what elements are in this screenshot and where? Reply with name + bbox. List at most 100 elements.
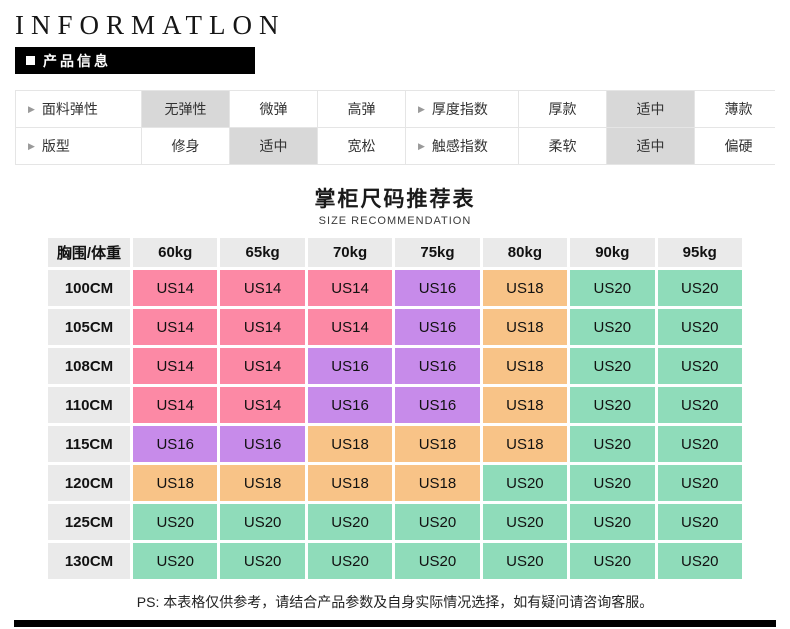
size-table-row: 120CM US18 US18 US18 US18 US20 US20 US20 [48, 465, 742, 501]
size-table-header-row: 胸围/体重 60kg 65kg 70kg 75kg 80kg 90kg 95kg [48, 238, 742, 267]
size-value-cell: US18 [482, 348, 568, 384]
size-value-cell: US20 [133, 504, 218, 540]
size-table-row: 130CM US20 US20 US20 US20 US20 US20 US20 [48, 543, 742, 579]
size-value-cell: US18 [482, 387, 568, 423]
attribute-name-label: 面料弹性 [41, 101, 98, 117]
section-badge-label: 产品信息 [43, 52, 111, 69]
size-value-cell: US18 [220, 465, 305, 501]
attribute-option-selected: 无弹性 [142, 91, 229, 127]
size-value-cell: US14 [220, 387, 305, 423]
corner-header-cell: 胸围/体重 [48, 238, 130, 267]
attribute-option-selected: 适中 [230, 128, 317, 164]
weight-header-cell: 65kg [220, 238, 305, 267]
size-value-cell: US16 [395, 309, 480, 345]
size-value-cell: US20 [657, 504, 742, 540]
attribute-option: 修身 [142, 128, 229, 164]
size-value-cell: US20 [657, 270, 742, 306]
attribute-option: 高弹 [318, 91, 405, 127]
attribute-option-selected: 适中 [607, 128, 694, 164]
size-value-cell: US14 [133, 270, 218, 306]
attribute-option: 厚款 [519, 91, 606, 127]
chest-label-cell: 108CM [48, 348, 130, 384]
size-value-cell: US20 [657, 309, 742, 345]
size-value-cell: US16 [395, 270, 480, 306]
size-value-cell: US20 [570, 270, 655, 306]
attribute-option: 宽松 [318, 128, 405, 164]
attribute-name-label: 触感指数 [431, 138, 488, 154]
size-value-cell: US14 [220, 309, 305, 345]
attribute-option: 微弹 [230, 91, 317, 127]
chest-label-cell: 105CM [48, 309, 130, 345]
size-value-cell: US20 [570, 348, 655, 384]
size-value-cell: US20 [482, 465, 568, 501]
chest-label-cell: 120CM [48, 465, 130, 501]
size-value-cell: US14 [133, 309, 218, 345]
size-value-cell: US20 [570, 504, 655, 540]
size-table-row: 125CM US20 US20 US20 US20 US20 US20 US20 [48, 504, 742, 540]
attribute-name-cell: ▶ 面料弹性 [16, 91, 141, 127]
attribute-table: ▶ 面料弹性 无弹性 微弹 高弹 ▶ 厚度指数 厚款 适中 薄款 ▶ 版型 修身 适中 宽松 ▶ 触感指数 柔软适… [15, 90, 782, 165]
size-value-cell: US20 [133, 543, 218, 579]
chest-label-cell: 115CM [48, 426, 130, 462]
size-recommendation-table: 胸围/体重 60kg 65kg 70kg 75kg 80kg 90kg 95kg 100CM US… [45, 235, 745, 582]
attribute-name-label: 厚度指数 [431, 101, 488, 117]
size-value-cell: US14 [220, 348, 305, 384]
attribute-name-cell: ▶ 版型 [16, 128, 141, 164]
size-value-cell: US14 [133, 387, 218, 423]
size-value-cell: US20 [657, 543, 742, 579]
weight-header-cell: 75kg [395, 238, 480, 267]
size-value-cell: US14 [133, 348, 218, 384]
size-value-cell: US18 [395, 426, 480, 462]
size-value-cell: US20 [307, 504, 393, 540]
size-value-cell: US14 [307, 270, 393, 306]
bottom-bar [14, 620, 776, 627]
size-value-cell: US16 [220, 426, 305, 462]
size-value-cell: US20 [570, 465, 655, 501]
attribute-option: 偏硬 [695, 128, 782, 164]
weight-header-cell: 90kg [570, 238, 655, 267]
size-value-cell: US14 [220, 270, 305, 306]
chest-label-cell: 130CM [48, 543, 130, 579]
attribute-option-selected: 适中 [607, 91, 694, 127]
chest-label-cell: 125CM [48, 504, 130, 540]
size-value-cell: US20 [570, 387, 655, 423]
size-value-cell: US20 [395, 543, 480, 579]
size-value-cell: US20 [570, 543, 655, 579]
weight-header-cell: 60kg [133, 238, 218, 267]
attribute-name-cell: ▶ 触感指数 [406, 128, 518, 164]
triangle-bullet-icon: ▶ [28, 103, 35, 114]
size-table-row: 110CM US14 US14 US16 US16 US18 US20 US20 [48, 387, 742, 423]
attribute-name-cell: ▶ 厚度指数 [406, 91, 518, 127]
size-value-cell: US18 [482, 309, 568, 345]
size-value-cell: US20 [220, 543, 305, 579]
size-table-subtitle: SIZE RECOMMENDATION [318, 215, 472, 227]
size-value-cell: US14 [307, 309, 393, 345]
size-value-cell: US18 [482, 270, 568, 306]
size-value-cell: US20 [657, 348, 742, 384]
size-value-cell: US20 [657, 387, 742, 423]
size-value-cell: US16 [133, 426, 218, 462]
size-value-cell: US16 [395, 348, 480, 384]
size-value-cell: US20 [220, 504, 305, 540]
page-title: INFORMATLON [15, 10, 286, 40]
size-value-cell: US16 [307, 348, 393, 384]
size-table-row: 105CM US14 US14 US14 US16 US18 US20 US20 [48, 309, 742, 345]
section-badge: 产品信息 [15, 47, 255, 74]
size-value-cell: US20 [482, 543, 568, 579]
square-bullet-icon [26, 56, 35, 65]
attribute-name-label: 版型 [41, 138, 70, 154]
chest-label-cell: 100CM [48, 270, 130, 306]
size-value-cell: US16 [307, 387, 393, 423]
triangle-bullet-icon: ▶ [418, 103, 425, 114]
size-table-row: 115CM US16 US16 US18 US18 US18 US20 US20 [48, 426, 742, 462]
size-value-cell: US16 [395, 387, 480, 423]
attribute-option: 柔软 [519, 128, 606, 164]
weight-header-cell: 80kg [482, 238, 568, 267]
product-info-page: INFORMATLON 产品信息 ▶ 面料弹性 无弹性 微弹 高弹 ▶ 厚度指数 厚款 适中 薄款… [15, 10, 782, 610]
size-table-heading: 掌柜尺码推荐表 SIZE RECOMMENDATION [15, 183, 775, 227]
size-table-title: 掌柜尺码推荐表 [314, 188, 476, 211]
size-value-cell: US20 [657, 465, 742, 501]
attribute-option: 薄款 [695, 91, 782, 127]
triangle-bullet-icon: ▶ [28, 140, 35, 151]
size-value-cell: US18 [395, 465, 480, 501]
